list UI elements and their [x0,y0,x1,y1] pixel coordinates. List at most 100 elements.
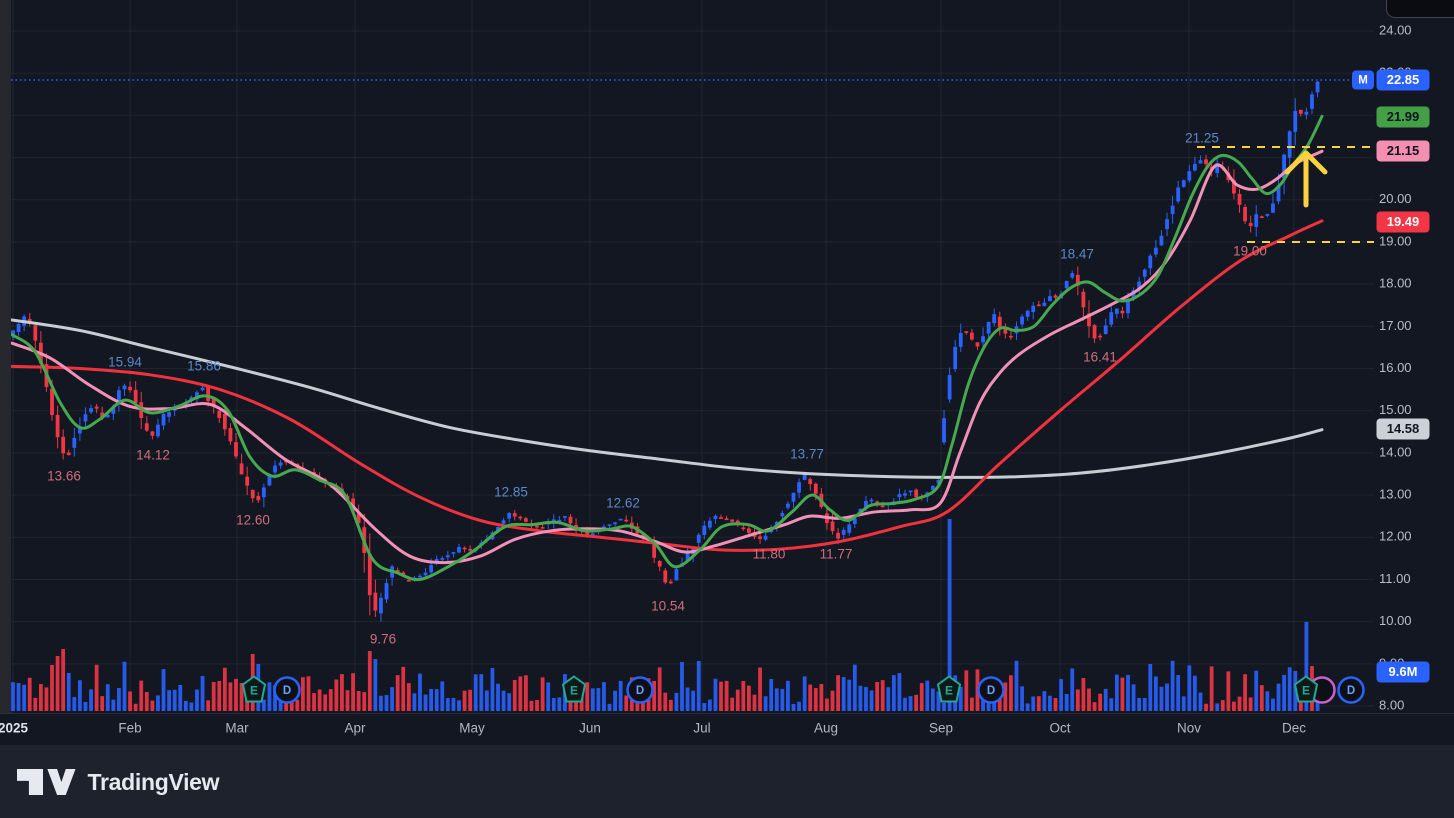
volume-bar [100,696,105,711]
volume-bar [211,681,216,711]
volume-bar [22,684,27,711]
dividend-marker[interactable]: D [1337,676,1365,704]
volume-bar [886,687,891,711]
volume-bar [27,677,32,711]
candle-body [590,533,595,535]
earnings-marker[interactable]: E [1293,675,1319,703]
volume-bar [117,688,121,711]
volume-bar [1087,688,1091,711]
candle-body [908,490,913,493]
volume-bar [880,680,885,711]
candle-body [869,499,874,502]
volume-bar [663,692,668,711]
price-chart[interactable]: E D E D E D E D 13.66 15.94 14.12 15.86 12.60 9.76 12.… [0,0,1454,744]
yellow-arrow-head[interactable] [1284,150,1328,175]
candle-body [222,414,227,430]
pivot-label-low: 12.60 [236,513,270,528]
volume-bar [1009,675,1013,711]
candle-body [942,418,946,443]
earnings-icon [1293,675,1319,703]
candle-body [518,516,523,519]
earnings-marker[interactable]: E [936,675,962,703]
tradingview-logo[interactable]: TradingView [17,768,220,796]
volume-bar [769,678,774,711]
volume-bar [72,697,77,711]
volume-bar [89,689,93,711]
candle-body [758,536,762,540]
candle-body [1232,180,1236,194]
volume-bar [752,694,757,711]
candle-body [161,413,166,426]
price-badge-label: 22.85 [1387,72,1420,87]
candle-body [122,385,127,390]
candle-body [1031,305,1036,313]
candle-body [256,496,261,501]
volume-bar [418,673,422,711]
candle-body [735,520,740,524]
dividend-letter: D [283,685,291,697]
candle-body [613,522,617,525]
candle-body [1181,180,1186,187]
candle-body [423,572,428,576]
volume-bar [624,695,629,711]
volume-bar [774,688,779,711]
candle-body [724,518,729,521]
volume-bar [473,674,478,711]
candle-body [1042,302,1047,307]
volume-bar [111,699,116,711]
volume-bar [206,700,211,711]
volume-bar [607,703,612,711]
candle-body [384,583,389,600]
volume-bar [875,681,880,711]
volume-bar [1120,677,1125,711]
candle-body [356,513,361,524]
top-right-widget[interactable] [1386,0,1454,18]
volume-bar [66,673,71,711]
candle-body [1126,298,1130,314]
ma-long-white [11,318,1324,479]
earnings-marker[interactable]: E [561,675,587,703]
candle-body [663,570,668,583]
volume-bar [217,680,222,711]
candle-body [947,374,952,400]
pivot-label-low: 13.66 [47,469,81,484]
volume-bar [852,664,857,711]
candle-body [1003,327,1008,334]
time-axis[interactable]: 2025 Feb Mar Apr May Jun Jul Aug Sep Oct Nov Dec [0,713,1454,744]
candle-body [250,489,255,499]
candle-body [1142,269,1147,277]
earnings-marker[interactable]: E [241,675,267,703]
volume-bar [780,688,785,711]
volume-bar [1103,688,1108,711]
volume-bar [490,668,495,711]
dividend-marker[interactable]: D [273,676,301,704]
candle-body [1310,94,1314,109]
candle-body [953,347,958,370]
dividend-marker[interactable]: D [977,676,1005,704]
candle-body [841,529,846,535]
dividend-marker[interactable]: D [626,676,654,704]
price-axis[interactable]: 24.0023.0022.0021.0020.0019.0018.0017.00… [1352,0,1454,713]
volume-bar [451,697,456,711]
price-badge-label: 19.49 [1387,214,1420,229]
volume-bar [652,680,657,711]
volume-bar [674,692,679,711]
candle-body [1137,281,1142,291]
volume-bar [1059,679,1063,711]
tradingview-logo-text: TradingView [87,768,220,795]
volume-bar [691,690,696,711]
volume-bar [618,680,623,711]
candle-body [981,336,985,343]
volume-bar [11,682,15,711]
volume-bar [423,694,428,711]
volume-bar [289,701,294,711]
volume-bar [747,685,751,711]
pivot-label-high: 15.86 [187,359,221,374]
candle-body [50,388,54,416]
time-axis-label: Jul [693,721,710,736]
candle-body [808,479,813,485]
time-axis-label: Jun [579,721,601,736]
volume-bar [16,683,21,711]
candle-body [367,554,372,596]
candle-body [33,325,38,341]
